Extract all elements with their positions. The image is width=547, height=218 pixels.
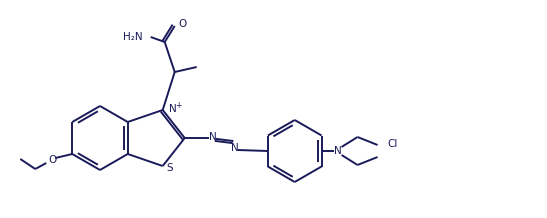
Text: N: N [209, 132, 217, 142]
Text: N: N [334, 146, 341, 156]
Text: N: N [168, 104, 177, 114]
Text: O: O [48, 155, 56, 165]
Text: S: S [167, 163, 173, 173]
Text: +: + [174, 102, 181, 111]
Text: H₂N: H₂N [123, 32, 143, 42]
Text: Cl: Cl [388, 139, 398, 149]
Text: N: N [231, 143, 238, 153]
Text: O: O [179, 19, 187, 29]
